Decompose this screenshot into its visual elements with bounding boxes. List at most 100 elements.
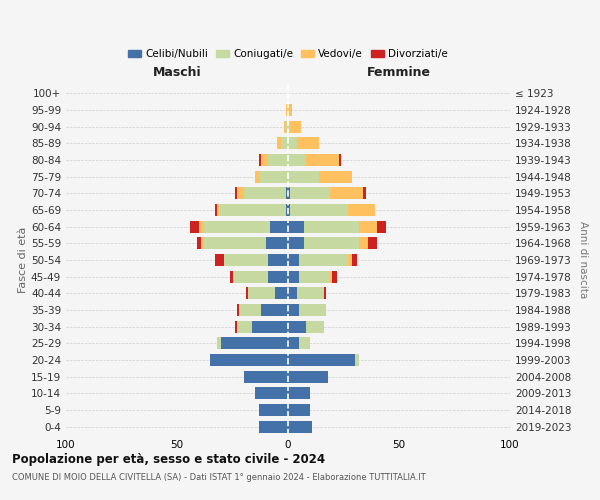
Bar	[288, 420, 313, 432]
Bar	[297, 288, 323, 300]
Bar	[254, 388, 288, 400]
Bar	[352, 254, 357, 266]
Text: Maschi: Maschi	[152, 66, 202, 80]
Bar	[235, 320, 237, 332]
Bar	[288, 354, 355, 366]
Bar	[270, 220, 288, 232]
Bar	[288, 238, 304, 250]
Bar	[203, 238, 266, 250]
Bar	[290, 204, 348, 216]
Bar	[297, 138, 319, 149]
Bar	[306, 154, 339, 166]
Bar	[288, 388, 310, 400]
Bar	[288, 304, 299, 316]
Bar	[262, 154, 268, 166]
Bar	[215, 204, 217, 216]
Bar	[268, 154, 288, 166]
Bar	[288, 104, 292, 116]
Bar	[244, 188, 286, 200]
Bar	[339, 154, 341, 166]
Bar	[306, 320, 323, 332]
Bar	[237, 320, 253, 332]
Legend: Celibi/Nubili, Coniugati/e, Vedovi/e, Divorziati/e: Celibi/Nubili, Coniugati/e, Vedovi/e, Di…	[124, 44, 452, 63]
Bar	[259, 420, 288, 432]
Bar	[235, 188, 237, 200]
Bar	[248, 288, 275, 300]
Bar	[286, 120, 288, 132]
Bar	[202, 238, 203, 250]
Bar	[304, 238, 359, 250]
Bar	[377, 220, 386, 232]
Bar	[199, 220, 203, 232]
Bar	[288, 204, 290, 216]
Bar	[246, 288, 248, 300]
Bar	[288, 138, 297, 149]
Bar	[286, 104, 288, 116]
Bar	[224, 254, 268, 266]
Bar	[288, 170, 319, 182]
Bar	[277, 138, 281, 149]
Bar	[286, 204, 288, 216]
Bar	[203, 220, 270, 232]
Bar	[217, 338, 221, 349]
Bar	[266, 238, 288, 250]
Bar	[215, 254, 224, 266]
Bar	[288, 288, 297, 300]
Y-axis label: Anni di nascita: Anni di nascita	[578, 222, 588, 298]
Bar	[319, 170, 352, 182]
Bar	[221, 338, 288, 349]
Bar	[219, 204, 286, 216]
Bar	[304, 220, 359, 232]
Bar	[359, 238, 368, 250]
Bar	[254, 170, 259, 182]
Bar	[355, 354, 359, 366]
Bar	[281, 138, 288, 149]
Bar	[237, 304, 239, 316]
Bar	[368, 238, 377, 250]
Bar	[359, 220, 377, 232]
Text: Popolazione per età, sesso e stato civile - 2024: Popolazione per età, sesso e stato civil…	[12, 452, 325, 466]
Bar	[288, 120, 290, 132]
Bar	[286, 188, 288, 200]
Bar	[217, 204, 219, 216]
Bar	[288, 270, 299, 282]
Bar	[262, 304, 288, 316]
Bar	[253, 320, 288, 332]
Bar	[364, 188, 366, 200]
Bar	[268, 254, 288, 266]
Bar	[232, 270, 268, 282]
Bar	[288, 370, 328, 382]
Bar	[299, 254, 348, 266]
Bar	[290, 188, 330, 200]
Bar	[284, 120, 286, 132]
Bar	[275, 288, 288, 300]
Bar	[259, 404, 288, 416]
Bar	[288, 188, 290, 200]
Bar	[288, 320, 306, 332]
Bar	[190, 220, 199, 232]
Text: Femmine: Femmine	[367, 66, 431, 80]
Bar	[348, 254, 352, 266]
Bar	[330, 188, 364, 200]
Bar	[211, 354, 288, 366]
Bar	[288, 220, 304, 232]
Bar	[288, 404, 310, 416]
Bar	[288, 254, 299, 266]
Text: COMUNE DI MOIO DELLA CIVITELLA (SA) - Dati ISTAT 1° gennaio 2024 - Elaborazione : COMUNE DI MOIO DELLA CIVITELLA (SA) - Da…	[12, 472, 426, 482]
Bar	[259, 154, 262, 166]
Bar	[299, 270, 330, 282]
Y-axis label: Fasce di età: Fasce di età	[18, 227, 28, 293]
Bar	[290, 120, 301, 132]
Bar	[268, 270, 288, 282]
Bar	[299, 338, 310, 349]
Bar	[288, 154, 306, 166]
Bar	[323, 288, 326, 300]
Bar	[299, 304, 326, 316]
Bar	[197, 238, 202, 250]
Bar	[244, 370, 288, 382]
Bar	[332, 270, 337, 282]
Bar	[330, 270, 332, 282]
Bar	[348, 204, 374, 216]
Bar	[237, 188, 244, 200]
Bar	[230, 270, 233, 282]
